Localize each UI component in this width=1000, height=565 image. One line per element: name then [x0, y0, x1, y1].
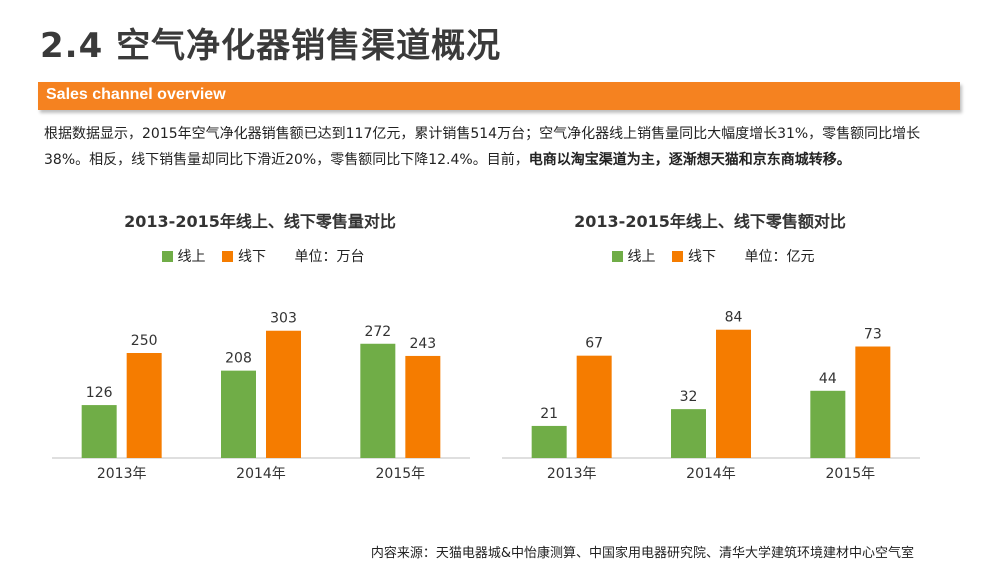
- data-label-online-0: 126: [86, 385, 113, 401]
- legend-label-online: 线上: [177, 249, 206, 265]
- data-label-offline-0: 67: [585, 336, 603, 352]
- data-label-online-0: 21: [540, 406, 558, 422]
- data-label-offline-0: 250: [131, 333, 158, 349]
- bar-offline-1: [716, 329, 751, 458]
- data-label-offline-1: 84: [725, 310, 743, 326]
- chart-retail-volume: 2013-2015年线上、线下零售量对比 线上 线下 单位：万台 126 250 2…: [40, 200, 480, 500]
- bar-online-2: [360, 343, 396, 458]
- legend-unit: 单位：万台: [294, 249, 365, 265]
- bar-offline-0: [576, 355, 612, 458]
- bar-offline-1: [266, 330, 301, 458]
- bar-online-0: [531, 425, 567, 458]
- chart-legend: 线上 线下 单位：万台: [40, 246, 480, 266]
- legend-label-offline: 线下: [238, 249, 266, 265]
- bar-online-1: [671, 409, 706, 458]
- bar-offline-2: [855, 346, 891, 458]
- legend-label-offline: 线下: [688, 249, 716, 265]
- data-label-offline-1: 303: [270, 311, 297, 327]
- data-label-online-2: 272: [364, 324, 391, 340]
- data-label-offline-2: 243: [409, 336, 436, 352]
- data-label-online-2: 44: [819, 371, 837, 387]
- page-title: 2.4 空气净化器销售渠道概况: [40, 26, 502, 66]
- bar-offline-0: [126, 353, 162, 458]
- x-tick-label-0: 2013年: [97, 466, 147, 482]
- legend-item-online: 线上: [161, 246, 206, 266]
- bar-offline-2: [405, 355, 441, 458]
- description-paragraph: 根据数据显示，2015年空气净化器销售额已达到117亿元，累计销售514万台；空…: [44, 121, 959, 173]
- source-note: 内容来源：天猫电器城&中怡康测算、中国家用电器研究院、清华大学建筑环境建材中心空…: [370, 546, 914, 561]
- section-header-bar: Sales channel overview: [38, 82, 960, 110]
- legend-swatch-online: [611, 251, 623, 262]
- x-tick-label-2: 2015年: [826, 466, 876, 482]
- data-label-offline-2: 73: [864, 327, 882, 343]
- x-tick-label-0: 2013年: [547, 466, 597, 482]
- bar-online-1: [221, 370, 256, 458]
- x-tick-label-1: 2014年: [236, 466, 286, 482]
- bar-online-2: [810, 390, 846, 458]
- bar-online-0: [81, 405, 117, 458]
- description-text: 根据数据显示，2015年空气净化器销售额已达到117亿元，累计销售514万台；空…: [44, 126, 921, 168]
- legend-item-online: 线上: [611, 246, 656, 266]
- legend-label-online: 线上: [627, 249, 656, 265]
- chart-retail-sales: 2013-2015年线上、线下零售额对比 线上 线下 单位：亿元 21 67 201…: [490, 200, 930, 500]
- chart-plot: 126 250 2013年 208 303 2014年 272 243 2015年: [52, 311, 470, 482]
- legend-swatch-online: [161, 251, 173, 262]
- x-tick-label-2: 2015年: [376, 466, 426, 482]
- chart-plot: 21 67 2013年 32 84 2014年 44 73 2015年: [502, 310, 920, 482]
- chart-legend: 线上 线下 单位：亿元: [490, 246, 930, 266]
- section-label: Sales channel overview: [46, 86, 226, 103]
- legend-unit: 单位：亿元: [744, 249, 815, 265]
- data-label-online-1: 208: [225, 351, 252, 367]
- legend-swatch-offline: [672, 251, 683, 262]
- description-highlight: 电商以淘宝渠道为主，逐渐想天猫和京东商城转移。: [528, 152, 851, 168]
- data-label-online-1: 32: [680, 389, 698, 405]
- legend-swatch-offline: [222, 251, 233, 262]
- chart-title: 2013-2015年线上、线下零售量对比: [124, 212, 396, 231]
- x-tick-label-1: 2014年: [686, 466, 736, 482]
- chart-title: 2013-2015年线上、线下零售额对比: [574, 212, 846, 231]
- legend-item-offline: 线下: [222, 246, 266, 266]
- legend-item-offline: 线下: [672, 246, 716, 266]
